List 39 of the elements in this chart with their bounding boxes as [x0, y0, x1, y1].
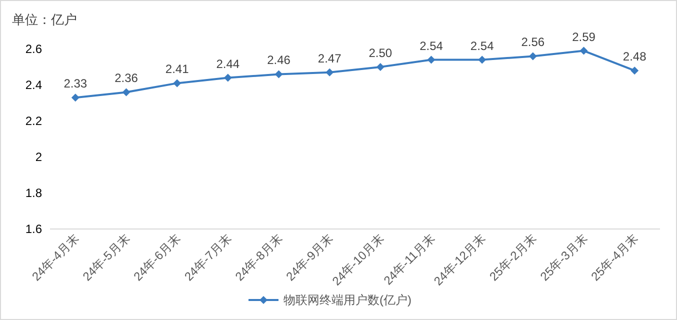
- text: 2.46: [267, 53, 290, 68]
- text: 2.33: [64, 76, 88, 91]
- text: 2.54: [470, 38, 494, 53]
- point: [528, 52, 537, 60]
- text: 2.54: [420, 38, 443, 53]
- y-tick-label: 2.2: [25, 114, 42, 128]
- point: [274, 70, 283, 78]
- point: [478, 56, 486, 64]
- y-tick-label: 1.8: [25, 186, 42, 200]
- x-tick-label: 24年-5月末: [80, 231, 132, 284]
- text: 2.48: [622, 50, 646, 64]
- x-tick-label: 24年-7月末: [182, 231, 234, 284]
- point: [173, 79, 182, 88]
- y-axis-title: 单位：亿户: [12, 12, 77, 27]
- y-tick-label: 2.4: [25, 78, 42, 92]
- y-tick-label: 1.6: [25, 222, 42, 236]
- text: 2.56: [521, 35, 545, 50]
- point: [376, 63, 384, 71]
- y-tick-label: 2: [35, 150, 42, 164]
- point: [71, 94, 80, 102]
- text: 2.36: [114, 71, 138, 86]
- text: 2.47: [318, 51, 342, 66]
- point: [427, 56, 436, 64]
- text: 2.41: [165, 62, 189, 76]
- x-tick-label: 24年-6月末: [130, 231, 184, 284]
- legend-label: 物联网终端用户数(亿户): [284, 293, 412, 307]
- text: 2.59: [572, 30, 596, 44]
- x-tick-label: 25年-3月末: [538, 231, 590, 284]
- point: [326, 68, 334, 76]
- point: [224, 74, 232, 82]
- x-tick-label: 25年-4月末: [588, 231, 641, 284]
- y-tick-label: 2.6: [25, 42, 42, 56]
- text: 2.44: [216, 56, 240, 71]
- x-tick-label: 25年-2月末: [486, 231, 540, 284]
- point: [630, 66, 639, 75]
- text: 2.50: [368, 46, 392, 60]
- point: [122, 88, 130, 96]
- point: [580, 46, 588, 55]
- x-tick-label: 24年-8月末: [232, 231, 285, 284]
